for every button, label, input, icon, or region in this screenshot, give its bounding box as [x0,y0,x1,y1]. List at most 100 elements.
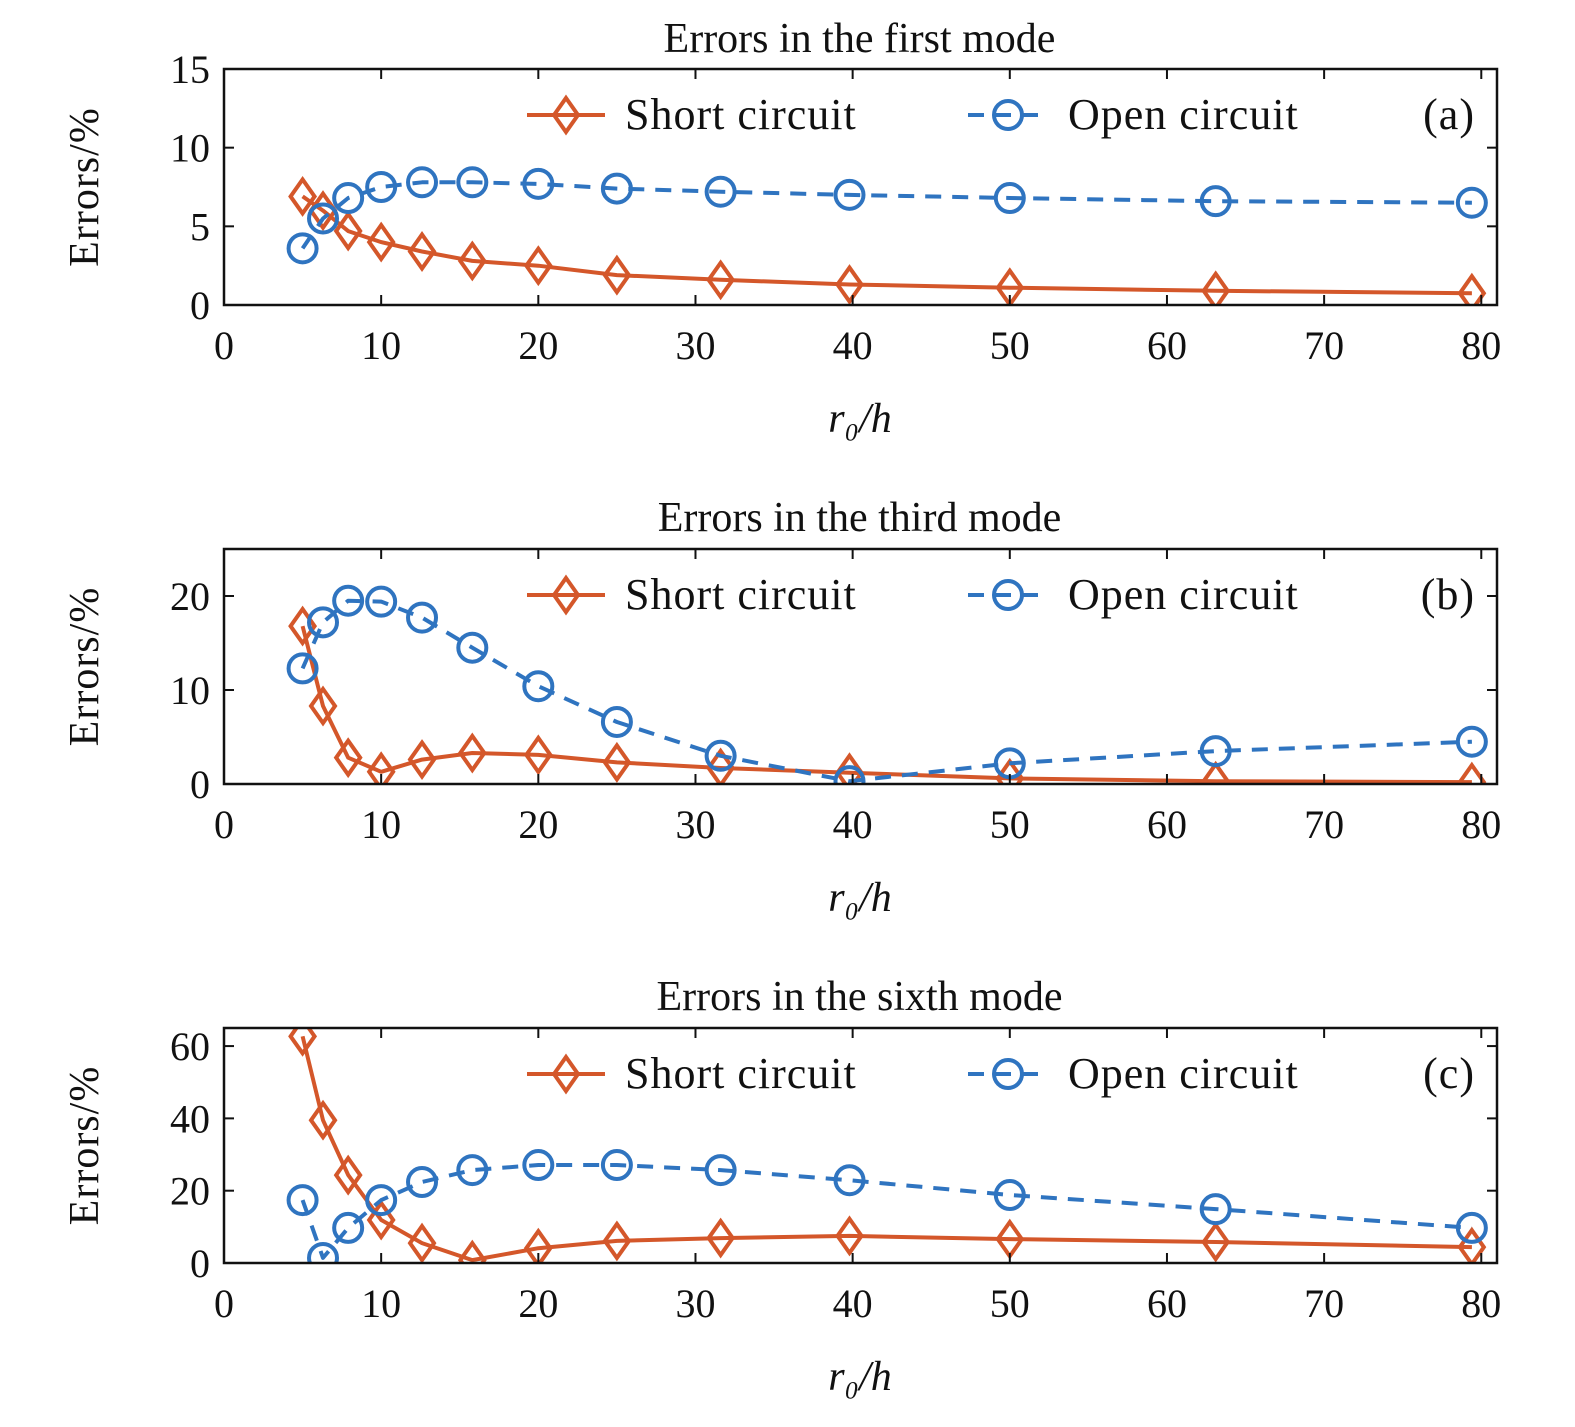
open-circuit-point [456,631,489,664]
legend-open-label: Open circuit [1068,1049,1299,1098]
short-circuit-point [333,737,363,779]
x-tick-label: 80 [1461,802,1501,847]
legend-diamond-icon [551,574,581,616]
legend-short-label: Short circuit [625,90,857,139]
open-circuit-point [600,1149,633,1182]
chart-title: Errors in the first mode [664,16,1056,62]
plot-frame [222,67,1499,307]
open-circuit-point [1455,186,1488,219]
open-circuit-point [307,202,340,235]
panel-label: (a) [1423,90,1475,139]
legend-circle-icon [992,99,1024,131]
short-circuit-point [1457,272,1487,305]
y-tick-label: 0 [190,1241,210,1286]
x-tick-label: 50 [990,802,1030,847]
open-circuit-point [522,670,555,703]
open-circuit-point [365,585,398,618]
short-circuit-point [366,221,396,263]
open-circuit-point [522,167,555,200]
open-circuit-point [1455,1211,1488,1244]
open-circuit-point [456,1154,489,1187]
x-tick-label: 10 [361,1281,401,1326]
chart-title: Errors in the third mode [658,495,1062,541]
short-circuit-point [333,1154,363,1196]
y-tick-label: 5 [190,204,210,249]
x-tick-label: 70 [1304,1281,1344,1326]
short-circuit-point [706,1217,736,1259]
subplot-b: Errors in the third mode 0 10 20 30 40 50 60 70 8… [62,495,1501,921]
short-circuit-point [523,245,553,287]
y-axis-label: Errors/% [62,1066,108,1226]
short-circuit-point [407,231,437,272]
short-circuit-point [523,734,553,776]
y-tick-label: 20 [170,574,210,619]
open-circuit-point [406,601,439,634]
open-circuit-point [704,739,737,772]
open-circuit-point [286,232,319,265]
y-tick-label: 60 [170,1024,210,1069]
open-circuit-line [300,598,1472,784]
open-circuit-line [300,1163,1473,1260]
open-circuit-point [993,182,1026,215]
legend-open-label: Open circuit [1068,570,1299,619]
short-circuit-point [333,210,363,252]
open-circuit-line [300,180,1472,250]
legend: Short circuit Open circuit (c) [527,1049,1474,1098]
short-circuit-line [301,194,1472,296]
short-circuit-point [602,1220,632,1262]
short-circuit-point [457,1239,487,1263]
x-tick-label: 30 [675,802,715,847]
short-circuit-point [457,240,487,282]
x-tick-label: 60 [1147,323,1187,368]
plot-area [286,584,1488,784]
x-axis-label: r₀/h [828,1354,892,1400]
subplot-c: Errors in the sixth mode 0 10 20 30 40 50 60 70 8… [62,974,1501,1400]
legend-diamond-icon [551,1053,581,1095]
x-tick-label: 40 [833,1281,873,1326]
short-circuit-point [1201,760,1231,784]
short-circuit-point [602,254,632,296]
short-circuit-point [706,747,736,784]
short-circuit-point [457,732,487,774]
x-tick-label: 60 [1147,802,1187,847]
open-circuit-point [704,175,737,208]
open-circuit-point [286,1184,319,1217]
open-circuit-point [1199,1193,1232,1226]
x-tick-label: 0 [214,1281,234,1326]
plot-area [286,1028,1488,1263]
y-tick-label: 0 [190,283,210,328]
x-axis-label: r₀/h [828,396,892,442]
y-tick-label: 15 [170,47,210,92]
open-circuit-point [833,178,866,211]
short-circuit-point [706,259,736,301]
short-circuit-point [835,1215,864,1257]
plot-area [286,166,1488,305]
open-circuit-point [406,1166,439,1199]
x-tick-label: 30 [675,1281,715,1326]
x-tick-label: 80 [1461,1281,1501,1326]
y-tick-label: 10 [170,126,210,171]
open-circuit-point [993,1179,1026,1212]
y-tick-label: 0 [190,762,210,807]
short-circuit-point [1457,761,1487,784]
short-circuit-point [523,1227,553,1263]
plot-frame [222,547,1499,786]
open-circuit-point [600,172,633,205]
short-circuit-point [602,741,632,783]
short-circuit-point [1201,1221,1231,1263]
chart-title: Errors in the sixth mode [657,974,1063,1020]
open-circuit-point [456,166,489,199]
x-tick-label: 50 [990,323,1030,368]
open-circuit-point [365,1184,398,1217]
legend-short-label: Short circuit [625,1049,857,1098]
x-tick-label: 30 [675,323,715,368]
open-circuit-point [1455,725,1488,758]
y-tick-label: 10 [170,668,210,713]
short-circuit-point [288,175,318,217]
x-tick-label: 0 [214,802,234,847]
x-tick-label: 60 [1147,1281,1187,1326]
x-tick-label: 70 [1304,802,1344,847]
legend-diamond-icon [551,94,581,136]
